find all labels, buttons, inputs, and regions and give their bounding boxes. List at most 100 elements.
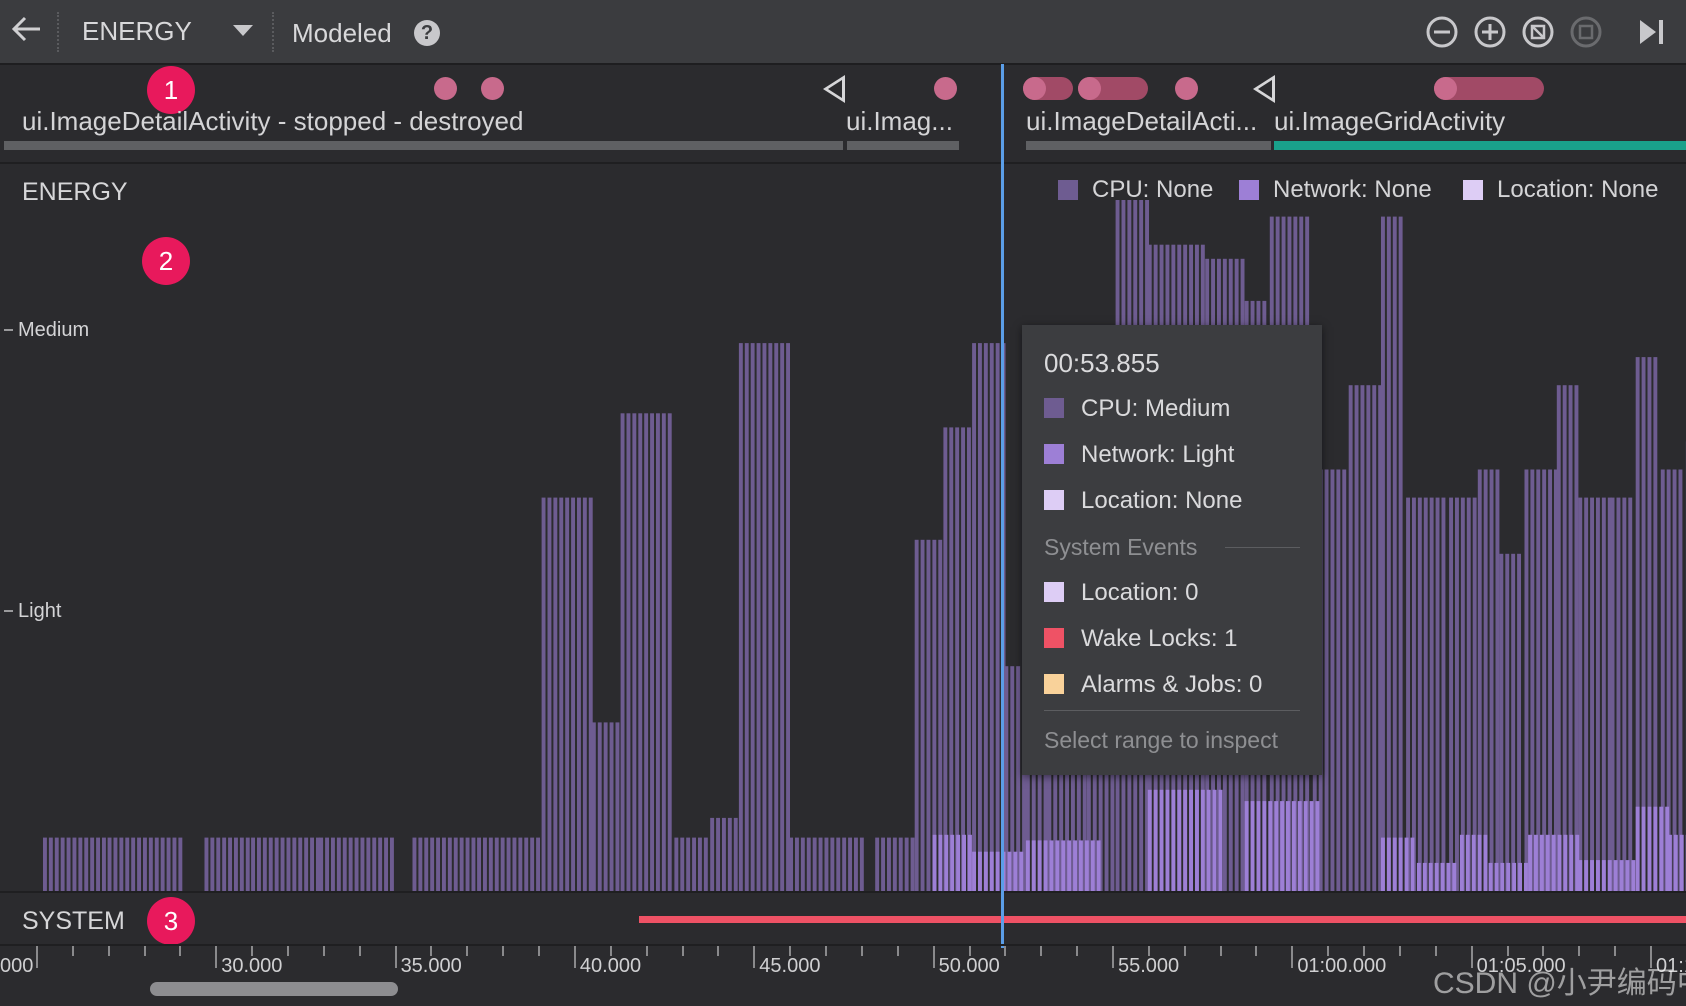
- energy-bar-cpu: [1641, 357, 1646, 892]
- time-axis-label: 35.000: [400, 955, 462, 977]
- energy-bar-cpu: [710, 817, 715, 891]
- energy-bar-cpu: [216, 837, 221, 891]
- touch-event-marker[interactable]: [481, 77, 504, 100]
- zoom-in-icon[interactable]: [1473, 15, 1507, 49]
- energy-bar-cpu: [471, 837, 476, 891]
- energy-bar-cpu: [530, 837, 535, 891]
- energy-bar-cpu: [119, 837, 124, 891]
- energy-bar-cpu: [789, 837, 793, 891]
- touch-event-marker[interactable]: [1078, 77, 1101, 100]
- energy-bar-cpu: [1616, 497, 1621, 891]
- energy-bar-cpu: [995, 343, 1000, 892]
- horizontal-scrollbar[interactable]: [150, 982, 398, 996]
- watermark-text: CSDN @小尹编码中...: [1433, 967, 1686, 1000]
- energy-bar-cpu: [1455, 497, 1459, 891]
- energy-bar-network: [1262, 801, 1267, 891]
- energy-bar-cpu: [644, 413, 649, 891]
- back-navigation-icon[interactable]: [823, 75, 845, 103]
- energy-bar-network: [1286, 801, 1290, 891]
- dropdown-icon[interactable]: [233, 25, 253, 37]
- time-axis-major-tick: [1291, 946, 1294, 968]
- energy-chart[interactable]: [0, 200, 1686, 892]
- energy-bar-cpu: [60, 837, 65, 891]
- profiler-selector-label[interactable]: ENERGY: [82, 16, 192, 46]
- activity-label[interactable]: ui.ImageDetailActivity - stopped - destr…: [22, 106, 524, 136]
- energy-bar-cpu: [1412, 497, 1416, 891]
- time-axis-major-tick: [215, 946, 218, 968]
- energy-bar-cpu: [892, 837, 897, 891]
- touch-event-marker[interactable]: [1434, 77, 1457, 100]
- jump-to-live-icon[interactable]: [1637, 17, 1667, 47]
- tooltip-swatch-alarms-jobs: [1044, 674, 1064, 694]
- activity-bar[interactable]: [4, 141, 843, 150]
- time-axis-minor-tick: [609, 946, 612, 956]
- activity-label[interactable]: ui.ImageDetailActi...: [1026, 106, 1258, 136]
- y-tick-medium: [4, 329, 13, 331]
- help-icon[interactable]: ?: [414, 20, 440, 46]
- zoom-to-selection-icon[interactable]: [1569, 15, 1603, 49]
- energy-bar-network: [978, 851, 982, 891]
- energy-bar-cpu: [1022, 666, 1026, 891]
- energy-bar-network: [1025, 840, 1030, 891]
- touch-event-marker[interactable]: [1175, 77, 1198, 100]
- energy-bar-cpu: [1628, 497, 1633, 891]
- energy-bar-cpu: [500, 837, 505, 891]
- energy-bar-cpu: [1483, 469, 1488, 891]
- energy-bar-network: [962, 834, 966, 891]
- touch-event-marker[interactable]: [434, 77, 457, 100]
- energy-bar-cpu: [1004, 666, 1009, 891]
- energy-bar-cpu: [465, 837, 470, 891]
- energy-bar-network: [1096, 840, 1101, 891]
- energy-bar-cpu: [1378, 385, 1383, 891]
- energy-bar-cpu: [1584, 497, 1589, 891]
- zoom-out-icon[interactable]: [1425, 15, 1459, 49]
- energy-bar-network: [944, 834, 949, 891]
- activity-bar-active[interactable]: [1274, 141, 1686, 150]
- tooltip-divider: [1225, 547, 1300, 548]
- reset-zoom-icon[interactable]: [1521, 15, 1555, 49]
- energy-bar-cpu: [978, 343, 982, 892]
- back-navigation-icon[interactable]: [1253, 75, 1275, 103]
- activity-label[interactable]: ui.Imag...: [846, 106, 953, 136]
- touch-event-marker[interactable]: [1023, 77, 1046, 100]
- timeline-cursor[interactable]: [1001, 64, 1004, 948]
- energy-bar-cpu: [848, 837, 852, 891]
- energy-bar-cpu: [286, 837, 291, 891]
- energy-bar-cpu: [459, 837, 464, 891]
- wake-lock-bar[interactable]: [639, 916, 1686, 923]
- energy-bar-network: [1416, 862, 1421, 891]
- energy-bar-cpu: [1548, 469, 1552, 891]
- energy-bar-cpu: [268, 837, 273, 891]
- energy-bar-cpu: [738, 343, 743, 892]
- time-axis-minor-tick: [1040, 946, 1043, 956]
- energy-bar-cpu: [1610, 497, 1615, 891]
- energy-bar-cpu: [859, 837, 864, 891]
- touch-event-marker[interactable]: [934, 77, 957, 100]
- energy-bar-cpu: [442, 837, 446, 891]
- energy-bar-cpu: [412, 837, 417, 891]
- time-axis-minor-tick: [1147, 946, 1150, 956]
- energy-bar-cpu: [524, 837, 529, 891]
- energy-bar-network: [989, 851, 994, 891]
- energy-bar-cpu: [756, 343, 761, 892]
- energy-bar-cpu: [553, 497, 558, 891]
- activity-label[interactable]: ui.ImageGridActivity: [1274, 106, 1506, 136]
- energy-bar-cpu: [1562, 385, 1567, 891]
- energy-bar-cpu: [571, 497, 575, 891]
- back-arrow-icon[interactable]: [10, 14, 44, 44]
- energy-bar-cpu: [257, 837, 261, 891]
- energy-bar-cpu: [780, 343, 785, 892]
- time-axis-minor-tick: [251, 946, 254, 956]
- energy-bar-network: [1477, 834, 1482, 891]
- energy-bar-cpu: [588, 497, 593, 891]
- energy-bar-cpu: [1429, 497, 1434, 891]
- energy-bar-network: [1539, 834, 1544, 891]
- touch-event-marker[interactable]: [1434, 77, 1544, 100]
- energy-bar-cpu: [1348, 385, 1353, 891]
- activity-bar[interactable]: [1026, 141, 1271, 150]
- energy-bar-cpu: [887, 837, 891, 891]
- time-axis-minor-tick: [825, 946, 827, 956]
- energy-bar-cpu: [795, 837, 799, 891]
- activity-bar[interactable]: [847, 141, 959, 150]
- tooltip-time: 00:53.855: [1044, 348, 1160, 378]
